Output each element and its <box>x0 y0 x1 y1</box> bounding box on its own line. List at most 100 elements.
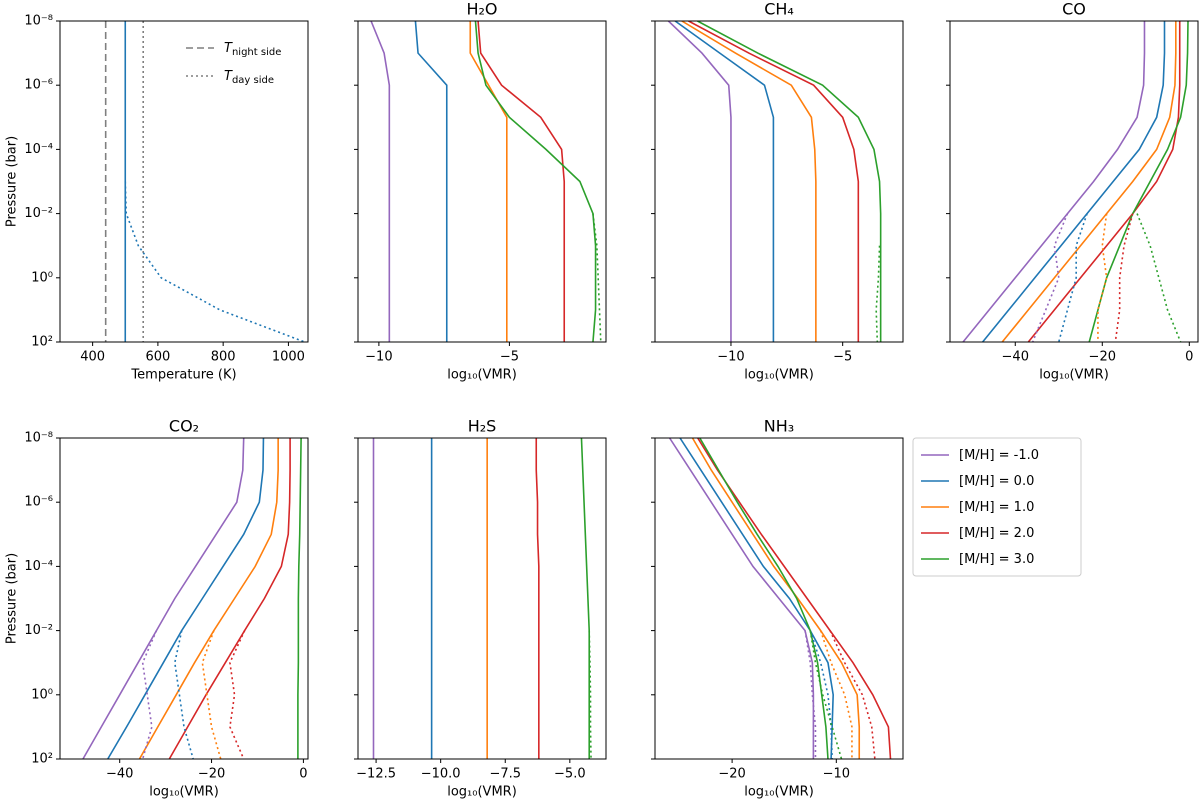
panel: −10 −5 H₂O log₁₀(VMR) <box>354 0 607 383</box>
x-tick-label: −10 <box>823 767 850 782</box>
legend-subscript: night side <box>232 47 281 58</box>
y-tick-label: 10⁻⁶ <box>24 78 53 93</box>
series-line <box>229 630 246 759</box>
axes-frame <box>654 20 904 343</box>
legend-name: [M/H] = 3.0 <box>959 552 1034 567</box>
series-line <box>414 21 448 342</box>
series-line <box>201 630 222 759</box>
x-tick-label: 800 <box>211 350 236 365</box>
x-axis-label: log₁₀(VMR) <box>744 368 814 383</box>
x-axis-label: log₁₀(VMR) <box>744 785 814 800</box>
series-line <box>804 630 817 759</box>
plot-area <box>370 21 602 342</box>
axes-frame <box>357 437 607 760</box>
series-line <box>82 438 245 759</box>
series-line <box>173 630 194 759</box>
plot-area <box>372 438 592 759</box>
y-tick-label: 10⁻² <box>24 206 53 221</box>
y-tick-label: 10⁻⁸ <box>24 431 53 446</box>
series-line <box>535 438 540 759</box>
panel: −40 −20 0 CO log₁₀(VMR) <box>946 0 1199 383</box>
legend-name: T <box>224 69 233 84</box>
series-line <box>1031 213 1069 342</box>
series-line <box>809 630 843 759</box>
y-tick-label: 10⁻⁴ <box>24 142 53 157</box>
panel: 10⁻⁸ 10⁻⁶ 10⁻⁴ 10⁻² 10⁰ 10² 400 600 800 1000 Tempe… <box>5 14 309 383</box>
series-line <box>168 438 291 759</box>
series-line <box>1027 21 1181 342</box>
y-tick-label: 10⁻⁸ <box>24 14 53 29</box>
x-tick-label: −5.0 <box>554 767 586 782</box>
x-axis-label: log₁₀(VMR) <box>1039 368 1109 383</box>
series-line <box>1136 213 1182 342</box>
legend-label: [M/H] = -1.0 <box>959 448 1039 463</box>
x-tick-label: 1000 <box>272 350 305 365</box>
y-tick-label: 10⁰ <box>31 270 53 285</box>
legend-name: [M/H] = 0.0 <box>959 474 1034 489</box>
x-tick-label: −20 <box>1089 350 1116 365</box>
series-line <box>124 181 306 342</box>
series-line <box>875 245 881 342</box>
series-line <box>1114 213 1134 342</box>
y-tick-label: 10⁻⁴ <box>24 559 53 574</box>
x-tick-label: −20 <box>718 767 745 782</box>
panel-title: CO <box>1062 0 1086 19</box>
plot-area <box>962 21 1189 342</box>
panel: 10⁻⁸ 10⁻⁶ 10⁻⁴ 10⁻² 10⁰ 10² −40 −20 0 CO₂ log₁₀(VM… <box>5 417 309 800</box>
series-line <box>809 630 833 759</box>
panel-title: CH₄ <box>764 0 794 19</box>
series-line <box>697 438 892 759</box>
legend-subscript: day side <box>232 75 274 86</box>
legend-name: [M/H] = 1.0 <box>959 500 1034 515</box>
legend-name: [M/H] = -1.0 <box>959 448 1039 463</box>
series-line <box>370 21 391 342</box>
panel-title: H₂S <box>468 417 497 436</box>
y-tick-label: 10² <box>31 335 53 350</box>
series-line <box>1001 21 1177 342</box>
plot-area <box>82 438 302 759</box>
x-tick-label: −7.5 <box>489 767 521 782</box>
x-tick-label: 0 <box>1185 350 1193 365</box>
x-tick-label: −40 <box>1002 350 1029 365</box>
x-axis-label: Temperature (K) <box>130 368 236 383</box>
series-line <box>592 213 602 342</box>
series-line <box>297 438 302 759</box>
x-tick-label: 600 <box>145 350 170 365</box>
x-tick-label: −10 <box>717 350 744 365</box>
series-line <box>107 438 265 759</box>
y-tick-label: 10² <box>31 752 53 767</box>
series-line <box>962 21 1146 342</box>
y-tick-label: 10⁻² <box>24 623 53 638</box>
series-line <box>681 21 817 342</box>
x-tick-label: −10 <box>365 350 392 365</box>
x-tick-label: −10.0 <box>421 767 461 782</box>
series-line <box>679 438 834 759</box>
y-axis-label: Pressure (bar) <box>5 553 20 644</box>
panel-title: CO₂ <box>169 417 199 436</box>
series-line <box>477 21 566 342</box>
axes-frame <box>59 437 309 760</box>
series-line <box>819 630 853 759</box>
x-tick-label: 0 <box>299 767 307 782</box>
axes-frame <box>59 20 309 343</box>
panel: −10 −5 CH₄ log₁₀(VMR) <box>651 0 904 383</box>
x-axis-label: log₁₀(VMR) <box>447 368 517 383</box>
panel: −20 −10 NH₃ log₁₀(VMR) [M/H] = -1.0 [M/H] = 0… <box>651 417 1082 800</box>
x-tick-label: −12.5 <box>356 767 396 782</box>
series-line <box>1088 21 1189 342</box>
legend-name: [M/H] = 2.0 <box>959 526 1034 541</box>
series-line <box>469 21 508 342</box>
series-line <box>474 21 597 342</box>
series-line <box>667 21 732 342</box>
series-line <box>138 438 279 759</box>
panel-title: NH₃ <box>764 417 794 436</box>
axes-frame <box>949 20 1199 343</box>
legend-label: [M/H] = 2.0 <box>959 526 1034 541</box>
series-line <box>580 438 591 759</box>
legend-label: [M/H] = 1.0 <box>959 500 1034 515</box>
series-line <box>674 21 775 342</box>
series-line <box>691 438 861 759</box>
plot-area <box>104 21 306 342</box>
